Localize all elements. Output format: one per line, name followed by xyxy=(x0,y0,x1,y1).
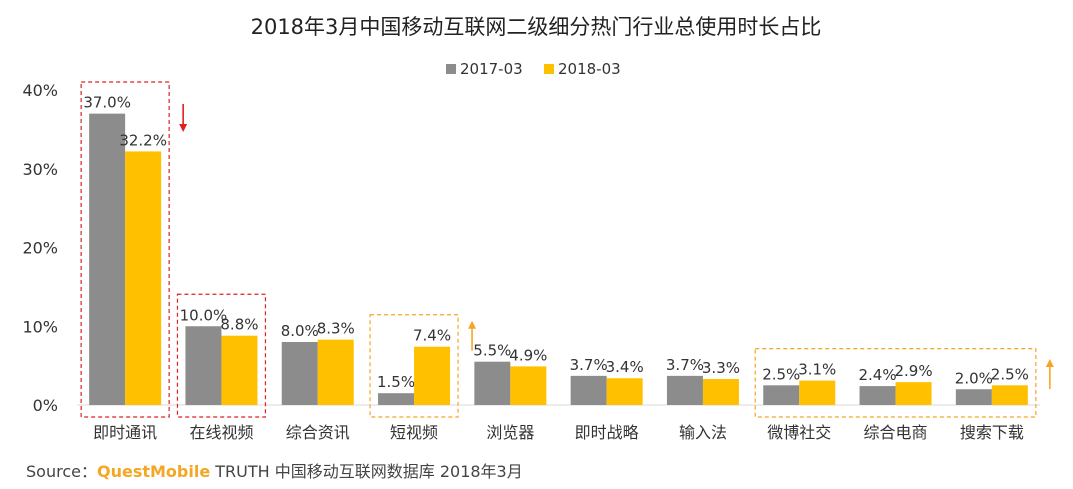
highlight-box xyxy=(176,293,267,418)
x-tick-label: 即时通讯 xyxy=(93,423,157,442)
x-tick-label: 输入法 xyxy=(679,423,727,442)
x-tick-label: 在线视频 xyxy=(189,423,253,442)
data-label: 32.2% xyxy=(119,131,167,149)
source-label: Source： xyxy=(26,462,97,481)
bar-2018-03-在线视频 xyxy=(221,335,258,405)
bar-2018-03-搜索下载 xyxy=(991,385,1028,405)
bar-2018-03-即时战略 xyxy=(606,378,643,405)
data-label: 3.7% xyxy=(570,356,608,374)
bar-2017-03-综合资讯 xyxy=(281,342,318,405)
bar-2018-03-浏览器 xyxy=(510,366,547,405)
bar-2017-03-综合电商 xyxy=(859,386,896,405)
data-label: 8.3% xyxy=(317,320,355,338)
bar-2017-03-输入法 xyxy=(666,375,703,405)
y-tick-label: 0% xyxy=(33,396,58,415)
data-label: 4.9% xyxy=(509,346,547,364)
legend-swatch-2 xyxy=(544,64,554,74)
bar-2018-03-即时通讯 xyxy=(125,151,162,405)
y-tick-label: 30% xyxy=(22,160,58,179)
data-label: 2.9% xyxy=(894,362,932,380)
data-label: 3.3% xyxy=(702,359,740,377)
trend-arrow-up-head xyxy=(1045,359,1054,367)
source-brand: QuestMobile xyxy=(96,462,211,481)
x-tick-label: 短视频 xyxy=(390,423,438,442)
x-tick-label: 即时战略 xyxy=(575,423,639,442)
data-label: 7.4% xyxy=(413,327,451,345)
data-label: 2.5% xyxy=(991,365,1029,383)
data-label: 2.0% xyxy=(955,369,993,387)
data-label: 2.4% xyxy=(858,366,896,384)
source-note: Source：QuestMobile TRUTH 中国移动互联网数据库 2018… xyxy=(26,458,523,482)
bar-2018-03-综合电商 xyxy=(895,382,932,405)
x-tick-label: 综合资讯 xyxy=(286,423,350,442)
bar-2018-03-综合资讯 xyxy=(317,339,354,405)
legend-swatch-1 xyxy=(446,64,456,74)
bar-2017-03-短视频 xyxy=(378,393,415,405)
legend-label-2: 2018-03 xyxy=(558,60,621,78)
bar-2018-03-输入法 xyxy=(702,379,739,405)
data-label: 2.5% xyxy=(762,365,800,383)
data-label: 37.0% xyxy=(83,94,131,112)
trend-arrow-up-head xyxy=(468,320,477,329)
data-label: 8.0% xyxy=(281,322,319,340)
x-tick-label: 综合电商 xyxy=(864,423,928,442)
x-tick-label: 浏览器 xyxy=(486,423,534,442)
bar-2017-03-在线视频 xyxy=(185,326,222,405)
highlight-box xyxy=(369,314,459,418)
y-tick-label: 20% xyxy=(22,239,58,258)
legend-label-1: 2017-03 xyxy=(460,60,523,78)
highlight-box xyxy=(754,347,1037,418)
y-tick-label: 40% xyxy=(22,81,58,100)
x-tick-label: 搜索下载 xyxy=(960,423,1024,442)
y-tick-label: 10% xyxy=(22,317,58,336)
x-tick-label: 微博社交 xyxy=(767,423,831,442)
bar-2017-03-微博社交 xyxy=(763,385,800,405)
bar-2018-03-微博社交 xyxy=(799,380,836,405)
data-label: 3.7% xyxy=(666,356,704,374)
data-label: 1.5% xyxy=(377,373,415,391)
bar-2017-03-即时通讯 xyxy=(89,113,126,405)
chart-title: 2018年3月中国移动互联网二级细分热门行业总使用时长占比 xyxy=(251,15,822,39)
highlight-box xyxy=(80,81,170,418)
bar-2017-03-浏览器 xyxy=(474,361,511,405)
data-label: 3.1% xyxy=(798,361,836,379)
bar-2018-03-短视频 xyxy=(414,346,451,405)
data-label: 8.8% xyxy=(220,316,258,334)
bar-2017-03-搜索下载 xyxy=(955,389,992,405)
data-label: 10.0% xyxy=(180,306,228,324)
data-label: 5.5% xyxy=(473,342,511,360)
data-label: 3.4% xyxy=(606,358,644,376)
source-text: TRUTH 中国移动互联网数据库 2018年3月 xyxy=(210,462,523,481)
trend-arrow-down-head xyxy=(179,124,188,132)
bar-2017-03-即时战略 xyxy=(570,375,607,405)
